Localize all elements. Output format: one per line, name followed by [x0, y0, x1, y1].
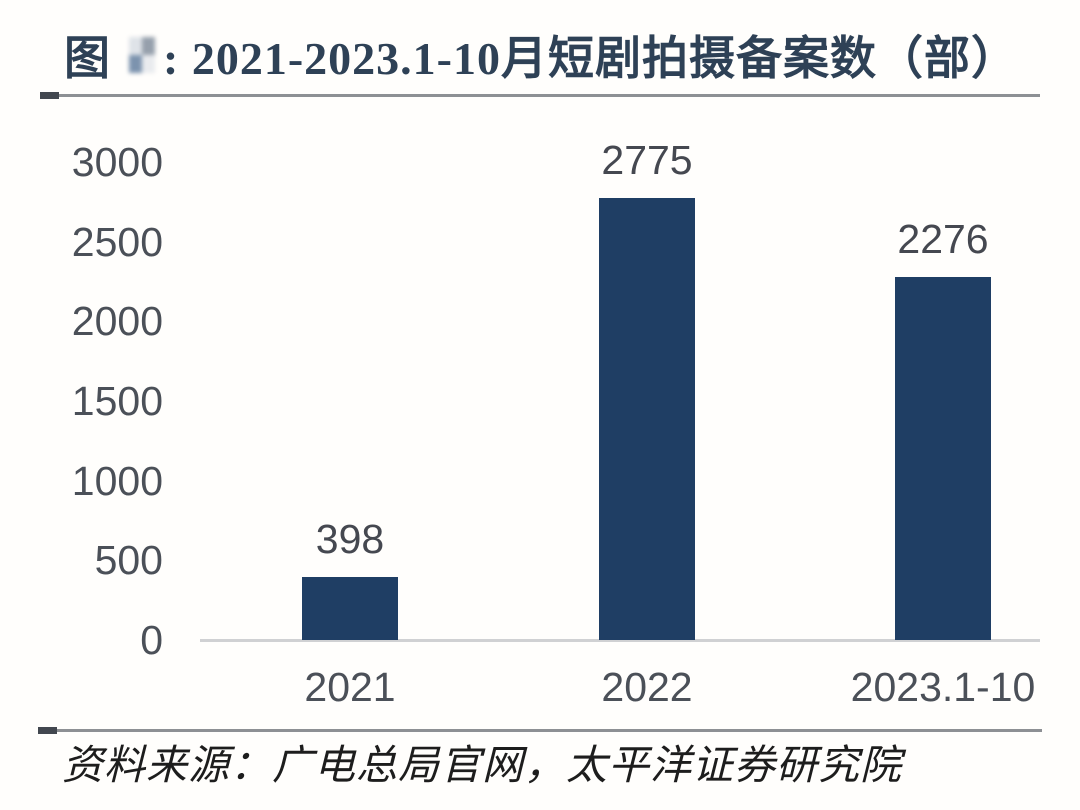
y-axis-tick-label: 1000 [71, 458, 163, 504]
value-label-2023.1-10: 2276 [897, 216, 989, 262]
y-axis-tick-label: 500 [94, 537, 163, 583]
title-divider-tick [40, 92, 59, 99]
y-axis-tick-label: 1500 [71, 378, 163, 424]
chart-title-prefix: 图 [64, 33, 111, 84]
chart-title-text: : 2021-2023.1-10月短剧拍摄备案数（部） [163, 33, 1018, 84]
x-axis-line [200, 639, 1040, 642]
y-axis-tick-label: 3000 [71, 139, 163, 185]
source-note: 资料来源：广电总局官网，太平洋证券研究院 [62, 742, 902, 788]
value-label-2022: 2775 [601, 137, 693, 183]
redacted-figure-number-blur [129, 37, 155, 73]
value-label-2021: 398 [315, 516, 385, 562]
chart-title: 图 : 2021-2023.1-10月短剧拍摄备案数（部） [64, 24, 1044, 86]
y-axis-tick-label: 0 [140, 617, 163, 663]
title-divider-line [40, 92, 1040, 99]
footer-divider-line [38, 727, 1042, 734]
footer-divider-tick [38, 727, 57, 734]
x-axis-label-2023.1-10: 2023.1-10 [850, 664, 1036, 710]
bar-2023.1-10 [895, 277, 991, 640]
bar-2022 [599, 198, 695, 640]
x-axis-label-2021: 2021 [304, 664, 396, 710]
y-axis-tick-label: 2500 [71, 219, 163, 265]
x-axis-label-2022: 2022 [601, 664, 693, 710]
bar-2021 [302, 577, 398, 640]
y-axis-tick-label: 2000 [71, 298, 163, 344]
